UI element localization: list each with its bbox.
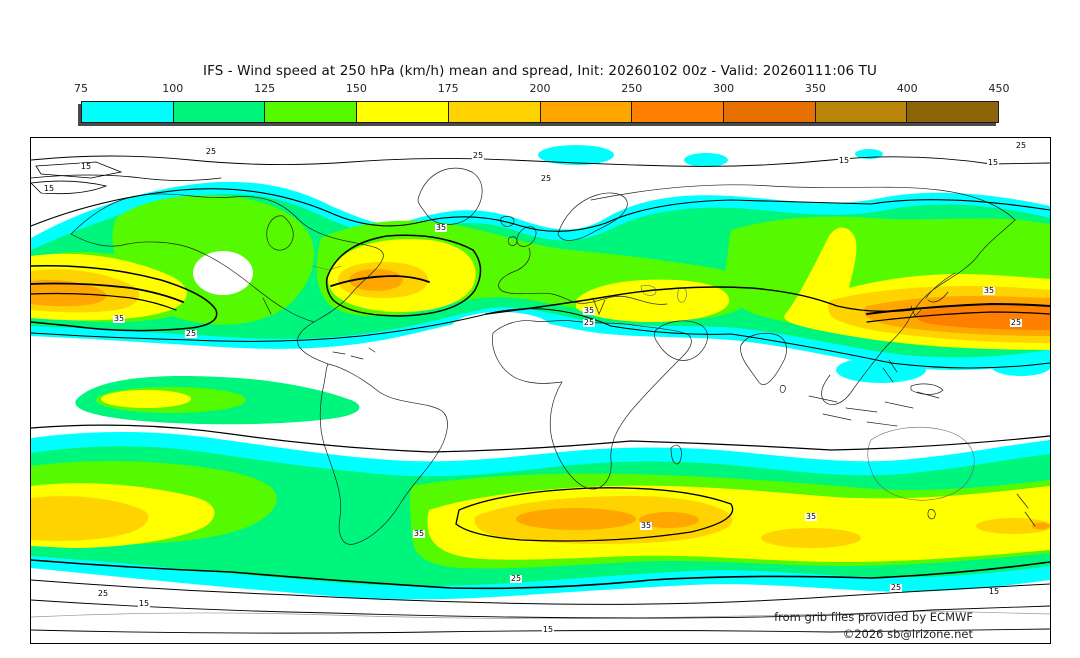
colorbar-segment-100-125 [173, 102, 266, 122]
colorbar-segment-300-350 [723, 102, 816, 122]
colorbar-segment-200-250 [540, 102, 633, 122]
coastlines-layer [31, 167, 1050, 619]
chart-title: IFS - Wind speed at 250 hPa (km/h) mean … [203, 63, 877, 79]
map-svg [31, 145, 1050, 634]
colorbar-tick: 200 [529, 82, 551, 95]
colorbar-segment-150-175 [357, 102, 449, 122]
credits-source: from grib files provided by ECMWF [774, 610, 973, 624]
map-panel: 25 15 15 25 25 15 25 15 35 25 35 35 25 35 25 35 35 35 25 25… [30, 137, 1051, 644]
colorbar-tick: 175 [437, 82, 459, 95]
spread-contours-layer [31, 155, 1050, 634]
wind-speed-fill-layer [31, 145, 1050, 600]
colorbar-segment-175-200 [448, 102, 541, 122]
colorbar-tick: 100 [162, 82, 184, 95]
colorbar-tick-labels: 75 100 125 150 175 200 250 300 350 400 450 [74, 82, 1010, 96]
colorbar-tick: 300 [713, 82, 735, 95]
colorbar-segment-75-100 [82, 102, 174, 122]
credits: from grib files provided by ECMWF ©2026 … [774, 610, 973, 641]
colorbar-tick: 75 [74, 82, 88, 95]
colorbar-segment-250-300 [632, 102, 724, 122]
colorbar-tick: 400 [896, 82, 918, 95]
credits-copyright: ©2026 sb@irizone.net [842, 627, 973, 641]
colorbar-tick: 250 [621, 82, 643, 95]
colorbar-segment-400-450 [907, 102, 999, 122]
colorbar-segment-350-400 [815, 102, 908, 122]
colorbar-tick: 350 [804, 82, 826, 95]
colorbar [81, 101, 999, 123]
colorbar-segment-125-150 [265, 102, 358, 122]
colorbar-tick: 450 [988, 82, 1010, 95]
colorbar-tick: 125 [254, 82, 276, 95]
colorbar-tick: 150 [345, 82, 367, 95]
